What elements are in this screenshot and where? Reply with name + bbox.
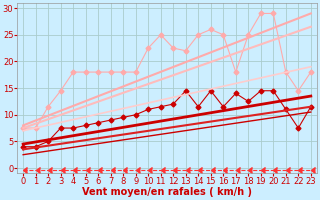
X-axis label: Vent moyen/en rafales ( km/h ): Vent moyen/en rafales ( km/h ) — [82, 187, 252, 197]
